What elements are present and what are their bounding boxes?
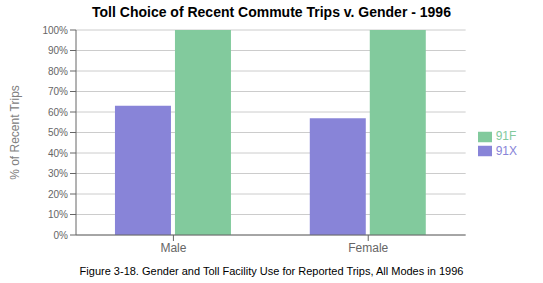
svg-text:0%: 0% <box>54 230 69 241</box>
svg-text:20%: 20% <box>48 189 68 200</box>
svg-text:90%: 90% <box>48 45 68 56</box>
svg-text:100%: 100% <box>42 25 68 36</box>
html-text:Toll Choice of Recent Commute: Toll Choice of Recent Commute Trips v. G… <box>92 4 451 20</box>
svg-text:80%: 80% <box>48 66 68 77</box>
svg-text:% of Recent Trips: % of Recent Trips <box>8 85 22 180</box>
svg-text:40%: 40% <box>48 148 68 159</box>
html-text:91X: 91X <box>495 143 517 158</box>
html-text:91F: 91F <box>495 128 517 143</box>
html-text:Figure 3-18. Gender and Toll F: Figure 3-18. Gender and Toll Facility Us… <box>79 265 464 277</box>
svg-text:70%: 70% <box>48 86 68 97</box>
svg-text:60%: 60% <box>48 107 68 118</box>
svg-text:50%: 50% <box>48 127 68 138</box>
svg-text:30%: 30% <box>48 168 68 179</box>
svg-text:Male: Male <box>160 241 186 255</box>
svg-text:10%: 10% <box>48 209 68 220</box>
svg-text:Female: Female <box>348 241 388 255</box>
